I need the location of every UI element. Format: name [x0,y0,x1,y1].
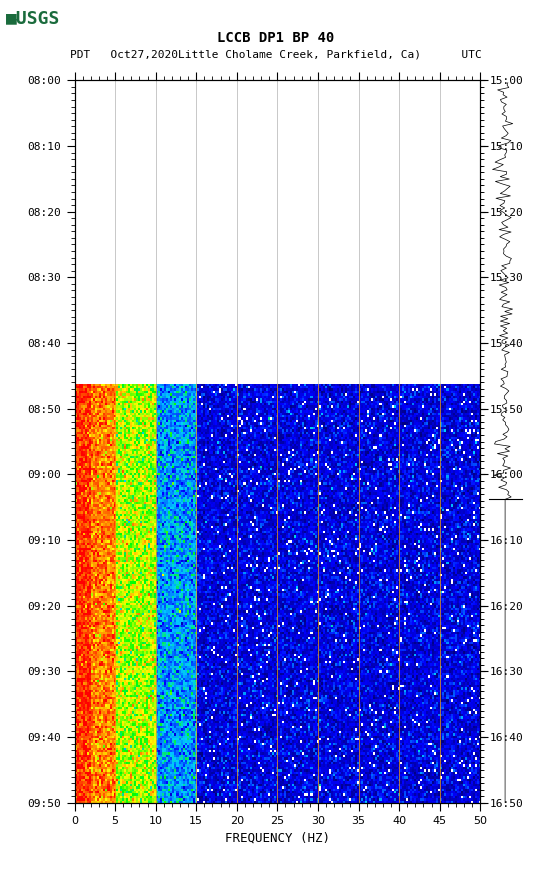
Text: LCCB DP1 BP 40: LCCB DP1 BP 40 [217,31,335,45]
X-axis label: FREQUENCY (HZ): FREQUENCY (HZ) [225,831,330,845]
Text: ■USGS: ■USGS [6,9,60,27]
Text: PDT   Oct27,2020Little Cholame Creek, Parkfield, Ca)      UTC: PDT Oct27,2020Little Cholame Creek, Park… [70,49,482,59]
